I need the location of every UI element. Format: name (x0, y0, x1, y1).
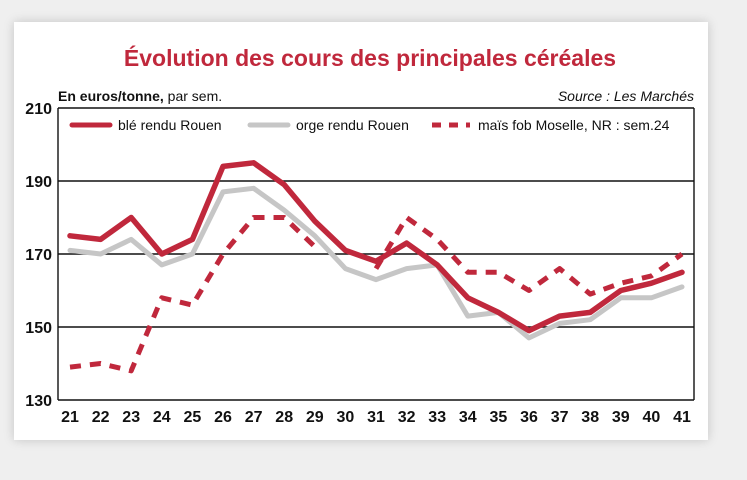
y-tick-label: 190 (25, 174, 52, 191)
line-chart: Évolution des cours des principales céré… (25, 44, 695, 426)
x-tick-label: 35 (490, 409, 508, 426)
unit-label: En euros/tonne, par sem. (58, 88, 222, 104)
unit-label-bold: En euros/tonne, (58, 88, 164, 104)
legend-label-1: orge rendu Rouen (296, 117, 409, 133)
x-tick-label: 41 (673, 409, 691, 426)
series-line-1 (67, 185, 685, 341)
x-tick-label: 22 (92, 409, 110, 426)
x-tick-label: 26 (214, 409, 232, 426)
chart-title: Évolution des cours des principales céré… (124, 44, 616, 71)
x-tick-label: 36 (520, 409, 538, 426)
series-layer (67, 160, 685, 374)
series-line-0 (67, 160, 685, 334)
y-tick-label: 150 (25, 320, 52, 337)
legend-label-0: blé rendu Rouen (118, 117, 222, 133)
legend-bg (66, 111, 690, 133)
x-tick-label: 37 (551, 409, 569, 426)
legend-label-2: maïs fob Moselle, NR : sem.24 (478, 117, 670, 133)
x-tick-label: 39 (612, 409, 630, 426)
legend: blé rendu Rouen orge rendu Rouen maïs fob … (66, 111, 690, 133)
x-tick-label: 24 (153, 409, 171, 426)
x-tick-label: 30 (337, 409, 355, 426)
x-tick-label: 38 (581, 409, 599, 426)
x-tick-label: 21 (61, 409, 79, 426)
chart-card: Évolution des cours des principales céré… (14, 22, 708, 440)
y-tick-label: 210 (25, 101, 52, 118)
x-tick-label: 33 (428, 409, 446, 426)
x-tick-label: 40 (643, 409, 661, 426)
y-tick-label: 130 (25, 393, 52, 410)
series-line-2 (69, 215, 684, 374)
y-tick-label: 170 (25, 247, 52, 264)
x-tick-label: 25 (184, 409, 202, 426)
unit-label-rest: par sem. (164, 88, 222, 104)
x-tick-label: 31 (367, 409, 385, 426)
x-tick-label: 34 (459, 409, 477, 426)
x-tick-label: 23 (122, 409, 140, 426)
axis-layer: 130 150 170 190 210 21 22 23 24 25 26 27 28 29 30 31 32 3… (25, 101, 691, 426)
x-tick-label: 29 (306, 409, 324, 426)
source-label: Source : Les Marchés (558, 88, 694, 104)
x-tick-label: 27 (245, 409, 263, 426)
grid-layer (57, 107, 695, 401)
x-tick-label: 28 (275, 409, 293, 426)
x-tick-label: 32 (398, 409, 416, 426)
